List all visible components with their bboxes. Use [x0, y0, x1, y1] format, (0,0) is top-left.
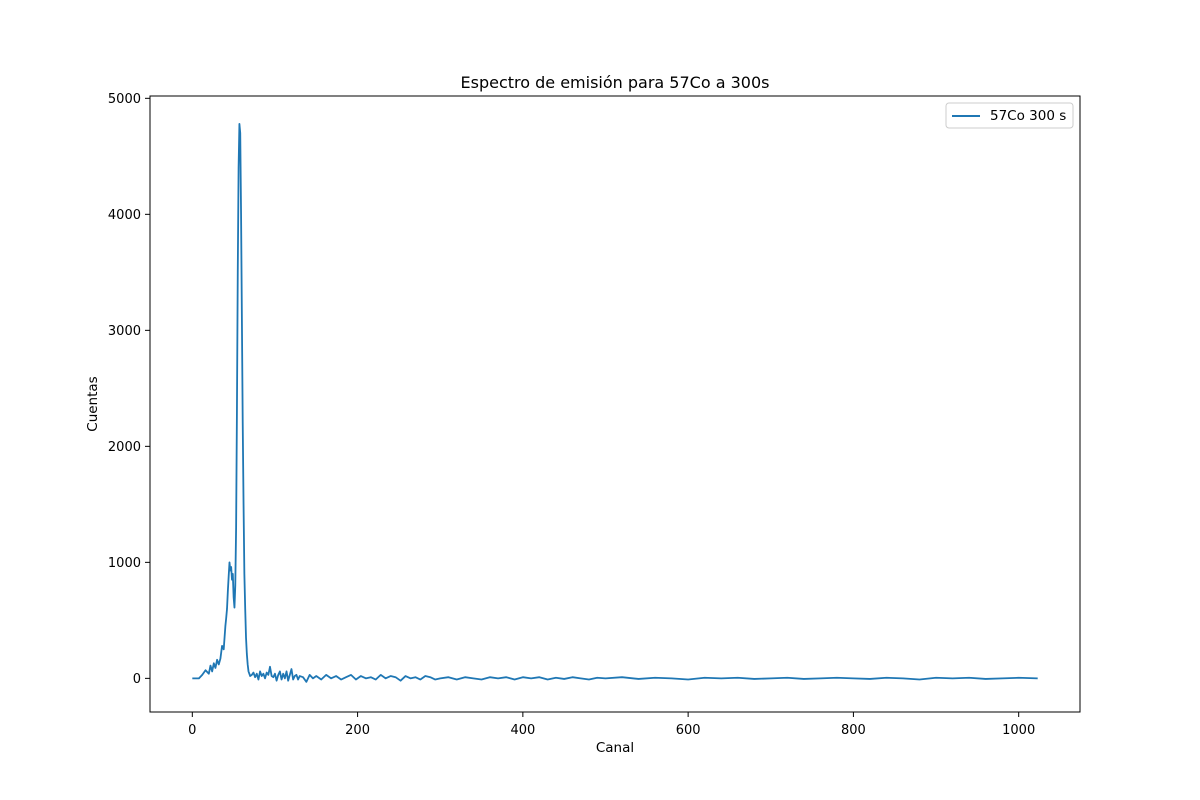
- x-tick-label: 400: [510, 723, 535, 738]
- y-tick-label: 3000: [108, 324, 141, 339]
- legend-box: [945, 102, 1074, 129]
- x-axis-ticks: 0 200 400 600 800 1000: [188, 712, 1035, 738]
- legend: 57Co 300 s: [945, 102, 1074, 129]
- x-axis-title: Canal: [596, 740, 634, 756]
- x-tick-label: 200: [345, 723, 370, 738]
- x-tick-label: 0: [188, 723, 196, 738]
- x-tick-label: 600: [676, 723, 701, 738]
- plot-line-layer: [192, 122, 1038, 683]
- y-tick-label: 1000: [108, 556, 141, 571]
- chart-title: Espectro de emisión para 57Co a 300s: [461, 73, 770, 92]
- y-tick-label: 0: [133, 672, 141, 687]
- y-axis-title: Cuentas: [85, 376, 101, 431]
- x-tick-label: 1000: [1002, 723, 1035, 738]
- y-tick-label: 5000: [108, 92, 141, 107]
- legend-label: 57Co 300 s: [990, 108, 1066, 124]
- plot-area-frame: [149, 95, 1081, 713]
- y-axis-ticks: 0 1000 2000 3000 4000 5000: [108, 92, 150, 687]
- y-tick-label: 2000: [108, 440, 141, 455]
- x-tick-label: 800: [841, 723, 866, 738]
- series-line-0: [192, 122, 1038, 683]
- y-tick-label: 4000: [108, 208, 141, 223]
